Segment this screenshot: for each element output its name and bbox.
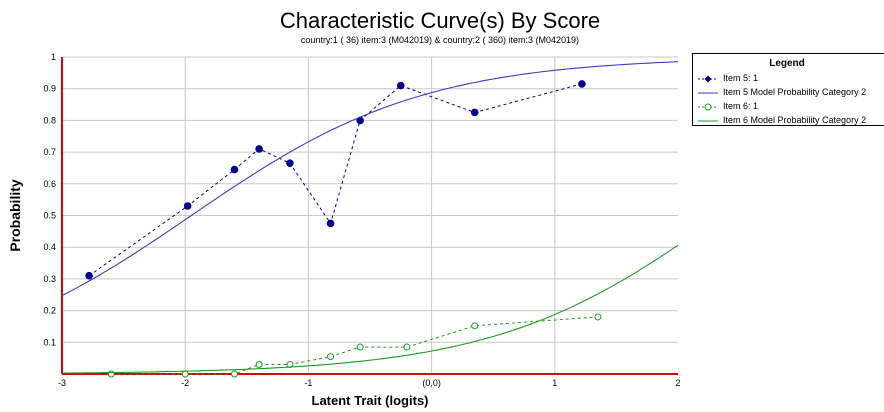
y-tick-label: 0.6	[43, 179, 56, 189]
y-tick-label: 1	[51, 52, 56, 62]
data-point-filled	[183, 202, 192, 210]
y-axis-title: Probability	[7, 179, 23, 252]
chart-subtitle: country:1 ( 36) item:3 (M042019) & count…	[300, 35, 580, 45]
data-point-open	[230, 370, 238, 378]
data-point-filled	[578, 80, 586, 88]
legend-label: Item 5 Model Probability Category 2	[723, 87, 867, 97]
legend: Legend Item 5: 1 Item 5 Model Probabilit…	[692, 53, 884, 126]
legend-label: Item 6: 1	[723, 101, 759, 111]
legend-swatch-solid-line	[698, 92, 718, 94]
legend-item-item6-model: Item 6 Model Probability Category 2	[697, 114, 884, 125]
x-tick-label: 1	[552, 378, 557, 388]
series-model-curve	[61, 61, 679, 297]
y-tick-label: 0.5	[43, 211, 56, 221]
legend-label: Item 6 Model Probability Category 2	[723, 115, 867, 125]
legend-item-item6-observed: Item 6: 1	[697, 100, 884, 114]
data-point-filled	[397, 81, 405, 90]
data-point-open	[403, 343, 411, 351]
y-tick-label: 0.8	[43, 115, 56, 125]
data-point-open	[471, 322, 479, 330]
series-observed-line	[88, 83, 583, 277]
x-tick-label: -1	[304, 378, 312, 388]
series-observed-line	[111, 316, 598, 375]
legend-item-item5-model: Item 5 Model Probability Category 2	[697, 86, 884, 100]
data-point-open	[255, 360, 263, 368]
data-point-open	[356, 343, 364, 351]
data-point-open	[107, 370, 115, 378]
data-point-filled	[255, 145, 263, 153]
x-tick-label: (0,0)	[422, 378, 441, 388]
legend-swatch-dashed-open-marker	[698, 103, 718, 111]
data-point-filled	[470, 108, 479, 117]
legend-item-item5-observed: Item 5: 1	[697, 72, 884, 86]
data-point-filled	[230, 165, 239, 174]
legend-label: Item 5: 1	[723, 73, 759, 83]
x-tick-label: 2	[675, 378, 680, 388]
data-point-open	[181, 370, 189, 378]
y-tick-label: 0.4	[43, 242, 56, 252]
x-tick-label: -3	[58, 378, 66, 388]
y-tick-label: 0.3	[43, 274, 56, 284]
chart-title: Characteristic Curve(s) By Score	[279, 8, 601, 33]
legend-swatch-solid-line	[698, 120, 718, 122]
legend-title: Legend	[769, 58, 805, 69]
x-tick-label: -2	[181, 378, 189, 388]
y-tick-label: 0.1	[43, 337, 56, 347]
data-point-filled	[286, 159, 294, 167]
data-point-filled	[85, 271, 93, 280]
y-tick-label: 0.7	[43, 147, 56, 157]
y-tick-label: 0.2	[43, 306, 56, 316]
data-point-open	[327, 353, 335, 361]
x-axis-title: Latent Trait (logits)	[312, 393, 429, 408]
data-point-filled	[326, 219, 335, 228]
legend-swatch-dashed-filled-marker	[698, 75, 718, 83]
data-point-open	[594, 313, 602, 321]
series-model-curve	[62, 244, 679, 374]
y-tick-label: 0.9	[43, 84, 56, 94]
